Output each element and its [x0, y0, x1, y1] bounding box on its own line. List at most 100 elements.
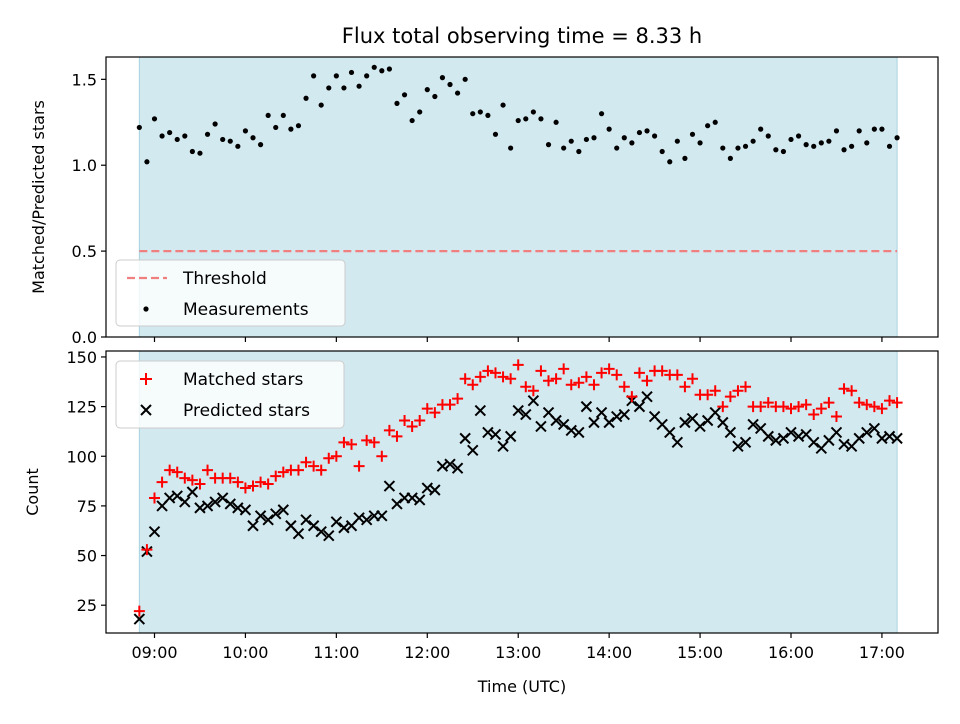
- data-point: [520, 381, 532, 393]
- data-point: [765, 133, 771, 139]
- data-point: [156, 476, 168, 488]
- data-point: [444, 458, 456, 470]
- data-point: [674, 138, 680, 144]
- data-point: [235, 143, 241, 149]
- data-point: [686, 373, 698, 385]
- legend-label: Matched stars: [183, 370, 303, 390]
- data-point: [216, 492, 229, 504]
- legend-label: Threshold: [182, 269, 267, 289]
- data-point: [429, 484, 441, 496]
- data-point: [399, 415, 411, 427]
- data-point: [595, 406, 608, 419]
- data-point: [894, 135, 900, 141]
- data-point: [664, 426, 676, 439]
- data-point: [636, 129, 643, 136]
- data-point: [705, 123, 711, 129]
- legend-marker: [140, 404, 152, 416]
- data-point: [755, 401, 767, 413]
- data-point: [833, 128, 840, 134]
- data-point: [474, 404, 487, 417]
- data-point: [379, 68, 385, 74]
- data-point: [341, 85, 347, 91]
- data-point: [762, 430, 774, 443]
- data-point: [618, 408, 631, 421]
- data-point: [368, 436, 380, 448]
- data-point: [330, 450, 342, 462]
- data-point: [573, 377, 585, 389]
- data-point: [376, 450, 388, 462]
- data-point: [553, 119, 559, 125]
- data-point: [247, 520, 259, 532]
- data-point: [432, 93, 438, 100]
- data-point: [270, 470, 282, 482]
- data-point: [232, 476, 244, 488]
- data-point: [409, 117, 415, 124]
- data-point: [626, 391, 638, 403]
- x-tick-label: 13:00: [495, 643, 541, 662]
- data-point: [868, 401, 880, 413]
- data-point: [136, 124, 142, 131]
- x-tick-label: 16:00: [768, 643, 814, 662]
- data-point: [413, 494, 426, 506]
- data-point: [164, 464, 176, 476]
- data-point: [489, 428, 502, 441]
- data-point: [879, 126, 885, 132]
- data-point: [148, 526, 161, 538]
- data-point: [527, 385, 539, 397]
- data-point: [598, 111, 605, 117]
- data-point: [186, 486, 199, 498]
- data-point: [793, 401, 805, 413]
- legend-marker: [140, 373, 152, 385]
- data-point: [720, 145, 726, 151]
- data-point: [561, 145, 567, 151]
- data-point: [318, 102, 324, 108]
- y-tick-label: 1.0: [72, 156, 97, 175]
- data-point: [742, 143, 749, 149]
- data-point: [255, 476, 267, 488]
- data-point: [209, 496, 221, 508]
- data-point: [611, 369, 623, 381]
- data-point: [242, 128, 249, 134]
- data-point: [557, 418, 570, 431]
- y-tick-label: 100: [66, 447, 97, 466]
- bottom-y-axis-label: Count: [23, 468, 42, 516]
- data-point: [179, 472, 191, 484]
- data-point: [740, 381, 752, 393]
- data-point: [227, 138, 233, 144]
- axes-frame: [105, 56, 939, 338]
- data-point: [406, 420, 418, 432]
- data-point: [364, 73, 370, 79]
- data-point: [762, 397, 774, 409]
- data-point: [667, 159, 673, 165]
- data-point: [864, 140, 870, 146]
- top-y-axis-label: Matched/Predicted stars: [29, 100, 48, 294]
- data-point: [891, 432, 903, 445]
- data-point: [383, 480, 396, 492]
- data-point: [512, 359, 524, 371]
- data-point: [212, 121, 218, 127]
- data-point: [861, 426, 873, 439]
- data-point: [360, 514, 373, 526]
- data-point: [886, 143, 893, 149]
- matched-stars-series: [133, 359, 903, 617]
- data-point: [788, 136, 794, 143]
- data-point: [727, 155, 733, 161]
- data-point: [477, 109, 483, 115]
- data-point: [629, 140, 635, 146]
- data-point: [876, 403, 888, 415]
- data-point: [315, 526, 327, 538]
- data-point: [830, 411, 842, 423]
- x-tick-label: 10:00: [222, 643, 268, 662]
- data-point: [576, 148, 582, 155]
- data-point: [724, 391, 736, 403]
- data-point: [739, 436, 752, 449]
- data-point: [239, 504, 252, 516]
- data-point: [280, 112, 286, 119]
- x-tick-label: 12:00: [404, 643, 450, 662]
- data-point: [308, 460, 320, 472]
- data-point: [174, 136, 180, 143]
- data-point: [417, 109, 423, 115]
- data-point: [841, 147, 847, 153]
- data-point: [758, 126, 764, 132]
- data-point: [277, 504, 290, 516]
